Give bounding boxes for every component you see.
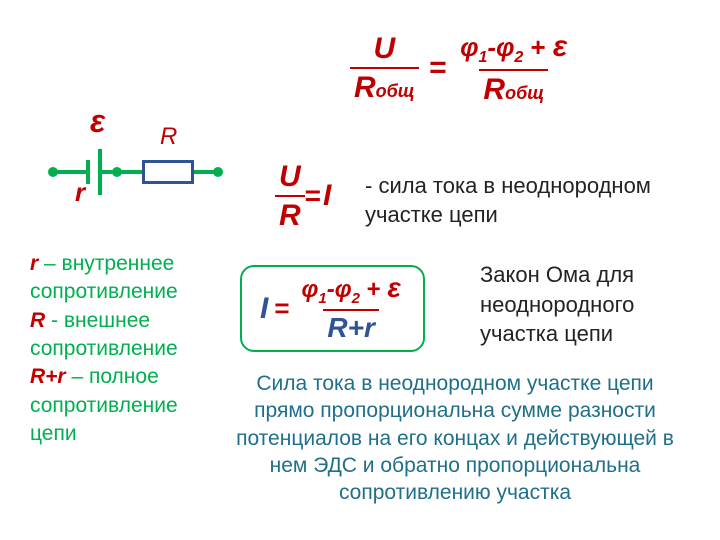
ohm-law-label: Закон Ома для неоднородного участка цепи	[480, 260, 700, 349]
eq2-i: I	[323, 179, 331, 213]
eq3-equals: =	[274, 293, 289, 324]
eq3-sub1: 1	[318, 290, 326, 307]
eq3-phi2: φ	[335, 276, 352, 303]
eq3-i: I	[260, 292, 268, 326]
circuit-r-lower-label: r	[75, 177, 85, 208]
circuit-wire	[120, 170, 142, 174]
resistor-icon	[142, 160, 194, 184]
circuit-r-upper-label: R	[160, 123, 177, 151]
eq1-phi2: φ	[496, 32, 514, 62]
def-r-sym: r	[30, 252, 38, 275]
eq1-r2: R	[483, 73, 505, 106]
eq3-rr: R+r	[323, 309, 378, 344]
def-rr-sym: R+r	[30, 365, 66, 388]
eq1-minus: -	[487, 32, 496, 62]
circuit-eps-label: ε	[90, 103, 105, 140]
boxed-ohm-law: I = φ1-φ2 + ε R+r	[240, 265, 425, 352]
eq1-phi1: φ	[460, 32, 478, 62]
eq1-obsch1: общ	[376, 81, 415, 101]
eq1-equals: =	[429, 51, 447, 85]
def-rupper-txt: - внешнее сопротивление	[30, 309, 178, 360]
circuit-wire	[53, 170, 86, 174]
eq2-r: R	[275, 195, 305, 232]
eq3-sub2: 2	[352, 290, 360, 307]
circuit-node	[213, 167, 223, 177]
eq1-r1: R	[354, 71, 376, 104]
eq1-u: U	[369, 32, 399, 67]
eq1-plus: +	[531, 32, 546, 62]
battery-short-plate	[86, 160, 90, 184]
equation-u-r-equals-i: U R = I	[275, 160, 331, 232]
def-rr: R+r – полное сопротивление цепи	[30, 363, 220, 448]
eq3-phi1: φ	[302, 276, 319, 303]
eq3-plus: +	[367, 276, 381, 303]
eq3-eps: ε	[387, 272, 400, 303]
eq2-u: U	[275, 160, 305, 195]
def-r-upper: R - внешнее сопротивление	[30, 307, 220, 364]
eq1-eps: ε	[553, 30, 567, 63]
eq1-obsch2: общ	[505, 83, 544, 103]
equation-u-over-r: U Rобщ = φ1-φ2 + ε Rобщ	[350, 30, 571, 106]
eq2-equals: =	[305, 180, 321, 212]
def-rupper-sym: R	[30, 309, 45, 332]
current-description: - сила тока в неоднородном участке цепи	[365, 172, 685, 229]
def-r: r – внутреннее сопротивление	[30, 250, 220, 307]
def-r-txt: – внутреннее сопротивление	[30, 252, 178, 303]
eq1-sub2: 2	[514, 49, 523, 66]
definitions-block: r – внутреннее сопротивление R - внешнее…	[30, 250, 220, 448]
eq3-minus: -	[327, 276, 335, 303]
circuit-diagram: ε R r	[30, 105, 240, 215]
explanation-paragraph: Сила тока в неоднородном участке цепи пр…	[225, 370, 685, 506]
